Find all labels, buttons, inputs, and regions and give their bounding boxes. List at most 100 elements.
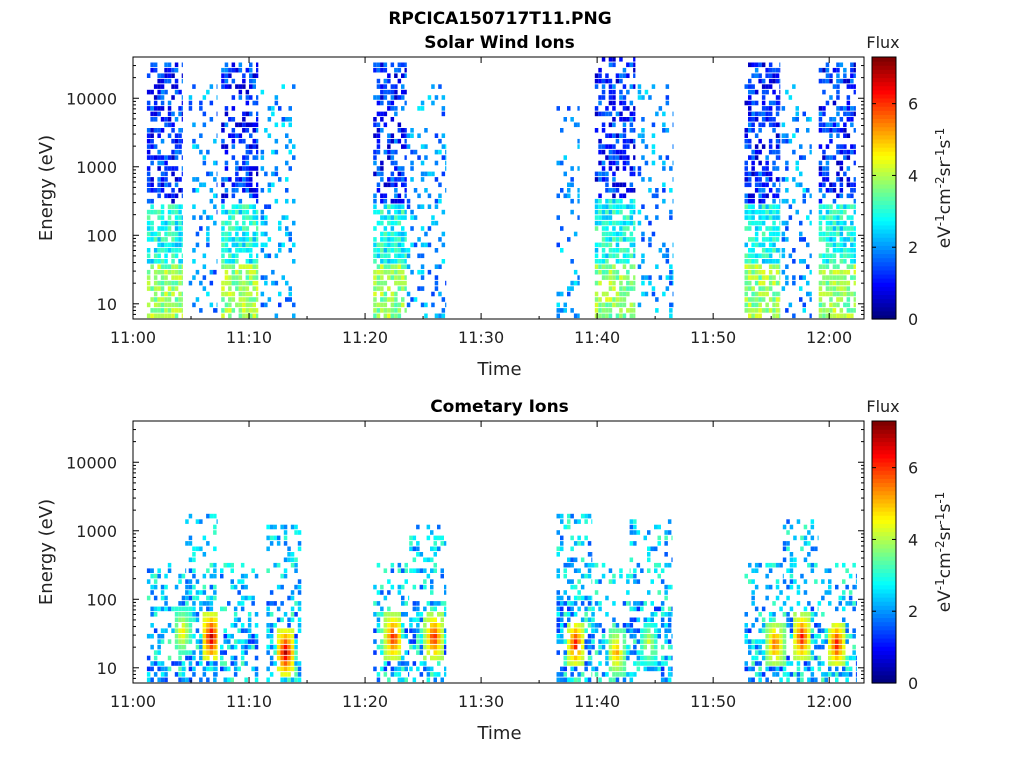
x-tick-label: 11:30 [458, 328, 504, 347]
spectrogram-cell [761, 280, 766, 286]
spectrogram-cell [655, 297, 659, 302]
spectrogram-cell [622, 628, 627, 633]
spectrogram-cell [249, 242, 253, 248]
spectrogram-cell [150, 297, 154, 302]
spectrogram-cell [772, 67, 776, 73]
spectrogram-cell [231, 215, 236, 220]
spectrogram-cell [260, 188, 265, 193]
spectrogram-cell [433, 541, 437, 546]
spectrogram-cell [667, 677, 672, 683]
spectrogram-cell [444, 606, 447, 612]
spectrogram-cell [202, 95, 207, 100]
spectrogram-cell [153, 128, 158, 133]
spectrogram-cell [397, 672, 402, 677]
spectrogram-cell [174, 204, 179, 209]
x-tick-label: 11:40 [574, 328, 620, 347]
spectrogram-cell [669, 188, 673, 193]
spectrogram-cell [209, 644, 214, 650]
spectrogram-cell [818, 171, 823, 177]
spectrogram-cell [150, 160, 154, 166]
spectrogram-cell [800, 623, 804, 628]
spectrogram-cell [427, 171, 432, 177]
spectrogram-cell [754, 655, 759, 661]
spectrogram-cell [242, 182, 246, 188]
colorbar-swatch [872, 130, 896, 136]
spectrogram-cell [594, 253, 599, 259]
spectrogram-cell [427, 193, 432, 199]
spectrogram-cell [629, 524, 634, 530]
spectrogram-cell [608, 220, 613, 226]
spectrogram-cell [809, 117, 812, 122]
spectrogram-cell [228, 231, 232, 237]
spectrogram-cell [825, 220, 830, 226]
spectrogram-cell [216, 623, 218, 628]
spectrogram-cell [608, 57, 613, 62]
spectrogram-cell [171, 313, 175, 319]
spectrogram-cell [185, 644, 187, 650]
spectrogram-cell [235, 302, 239, 308]
spectrogram-cell [836, 149, 840, 155]
spectrogram-cell [605, 650, 609, 655]
spectrogram-cell [654, 639, 658, 644]
spectrogram-cell [178, 606, 182, 612]
spectrogram-cell [406, 302, 411, 308]
spectrogram-cell [242, 242, 246, 248]
spectrogram-cell [157, 677, 161, 683]
spectrogram-cell [171, 308, 175, 313]
spectrogram-cell [662, 166, 666, 171]
spectrogram-cell [768, 117, 773, 122]
spectrogram-cell [288, 291, 292, 297]
spectrogram-cell [641, 231, 645, 237]
spectrogram-cell [643, 661, 647, 666]
spectrogram-cell [192, 546, 196, 552]
spectrogram-cell [772, 149, 776, 155]
spectrogram-cell [434, 313, 439, 319]
spectrogram-cell [664, 590, 668, 595]
spectrogram-cell [785, 198, 789, 204]
spectrogram-cell [397, 313, 402, 319]
spectrogram-cell [390, 623, 395, 628]
spectrogram-cell [817, 644, 822, 650]
spectrogram-cell [643, 644, 647, 650]
spectrogram-cell [427, 269, 432, 275]
colorbar-swatch [872, 138, 896, 144]
spectrogram-cell [850, 182, 854, 188]
spectrogram-cell [281, 122, 285, 128]
colorbar-swatch [872, 278, 896, 283]
spectrogram-cell [249, 248, 253, 253]
spectrogram-cell [850, 259, 854, 264]
spectrogram-cell [202, 644, 207, 650]
spectrogram-cell [224, 220, 229, 226]
spectrogram-cell [594, 128, 599, 133]
spectrogram-cell [563, 677, 567, 683]
spectrogram-cell [238, 308, 243, 313]
spectrogram-cell [209, 661, 214, 666]
colorbar-swatch [872, 597, 896, 602]
spectrogram-cell [202, 160, 207, 166]
spectrogram-cell [800, 677, 804, 683]
spectrogram-cell [216, 171, 218, 177]
spectrogram-cell [779, 198, 781, 204]
spectrogram-cell [748, 579, 752, 584]
spectrogram-cell [843, 286, 847, 291]
y-tick-label: 1000 [76, 158, 117, 177]
spectrogram-cell [758, 672, 762, 677]
spectrogram-cell [765, 584, 769, 590]
spectrogram-cell [178, 242, 182, 248]
spectrogram-cell [843, 248, 847, 253]
spectrogram-cell [664, 655, 668, 661]
spectrogram-cell [249, 182, 253, 188]
spectrogram-cell [188, 100, 193, 106]
spectrogram-cell [235, 67, 239, 73]
spectrogram-cell [401, 253, 405, 259]
spectrogram-cell [803, 644, 808, 650]
spectrogram-cell [431, 171, 435, 177]
spectrogram-cell [288, 149, 292, 155]
spectrogram-cell [373, 308, 377, 313]
spectrogram-cell [828, 672, 832, 677]
spectrogram-cell [608, 568, 613, 573]
spectrogram-cell [665, 100, 670, 106]
spectrogram-cell [406, 253, 411, 259]
spectrogram-cell [633, 313, 636, 319]
spectrogram-cell [285, 297, 289, 302]
